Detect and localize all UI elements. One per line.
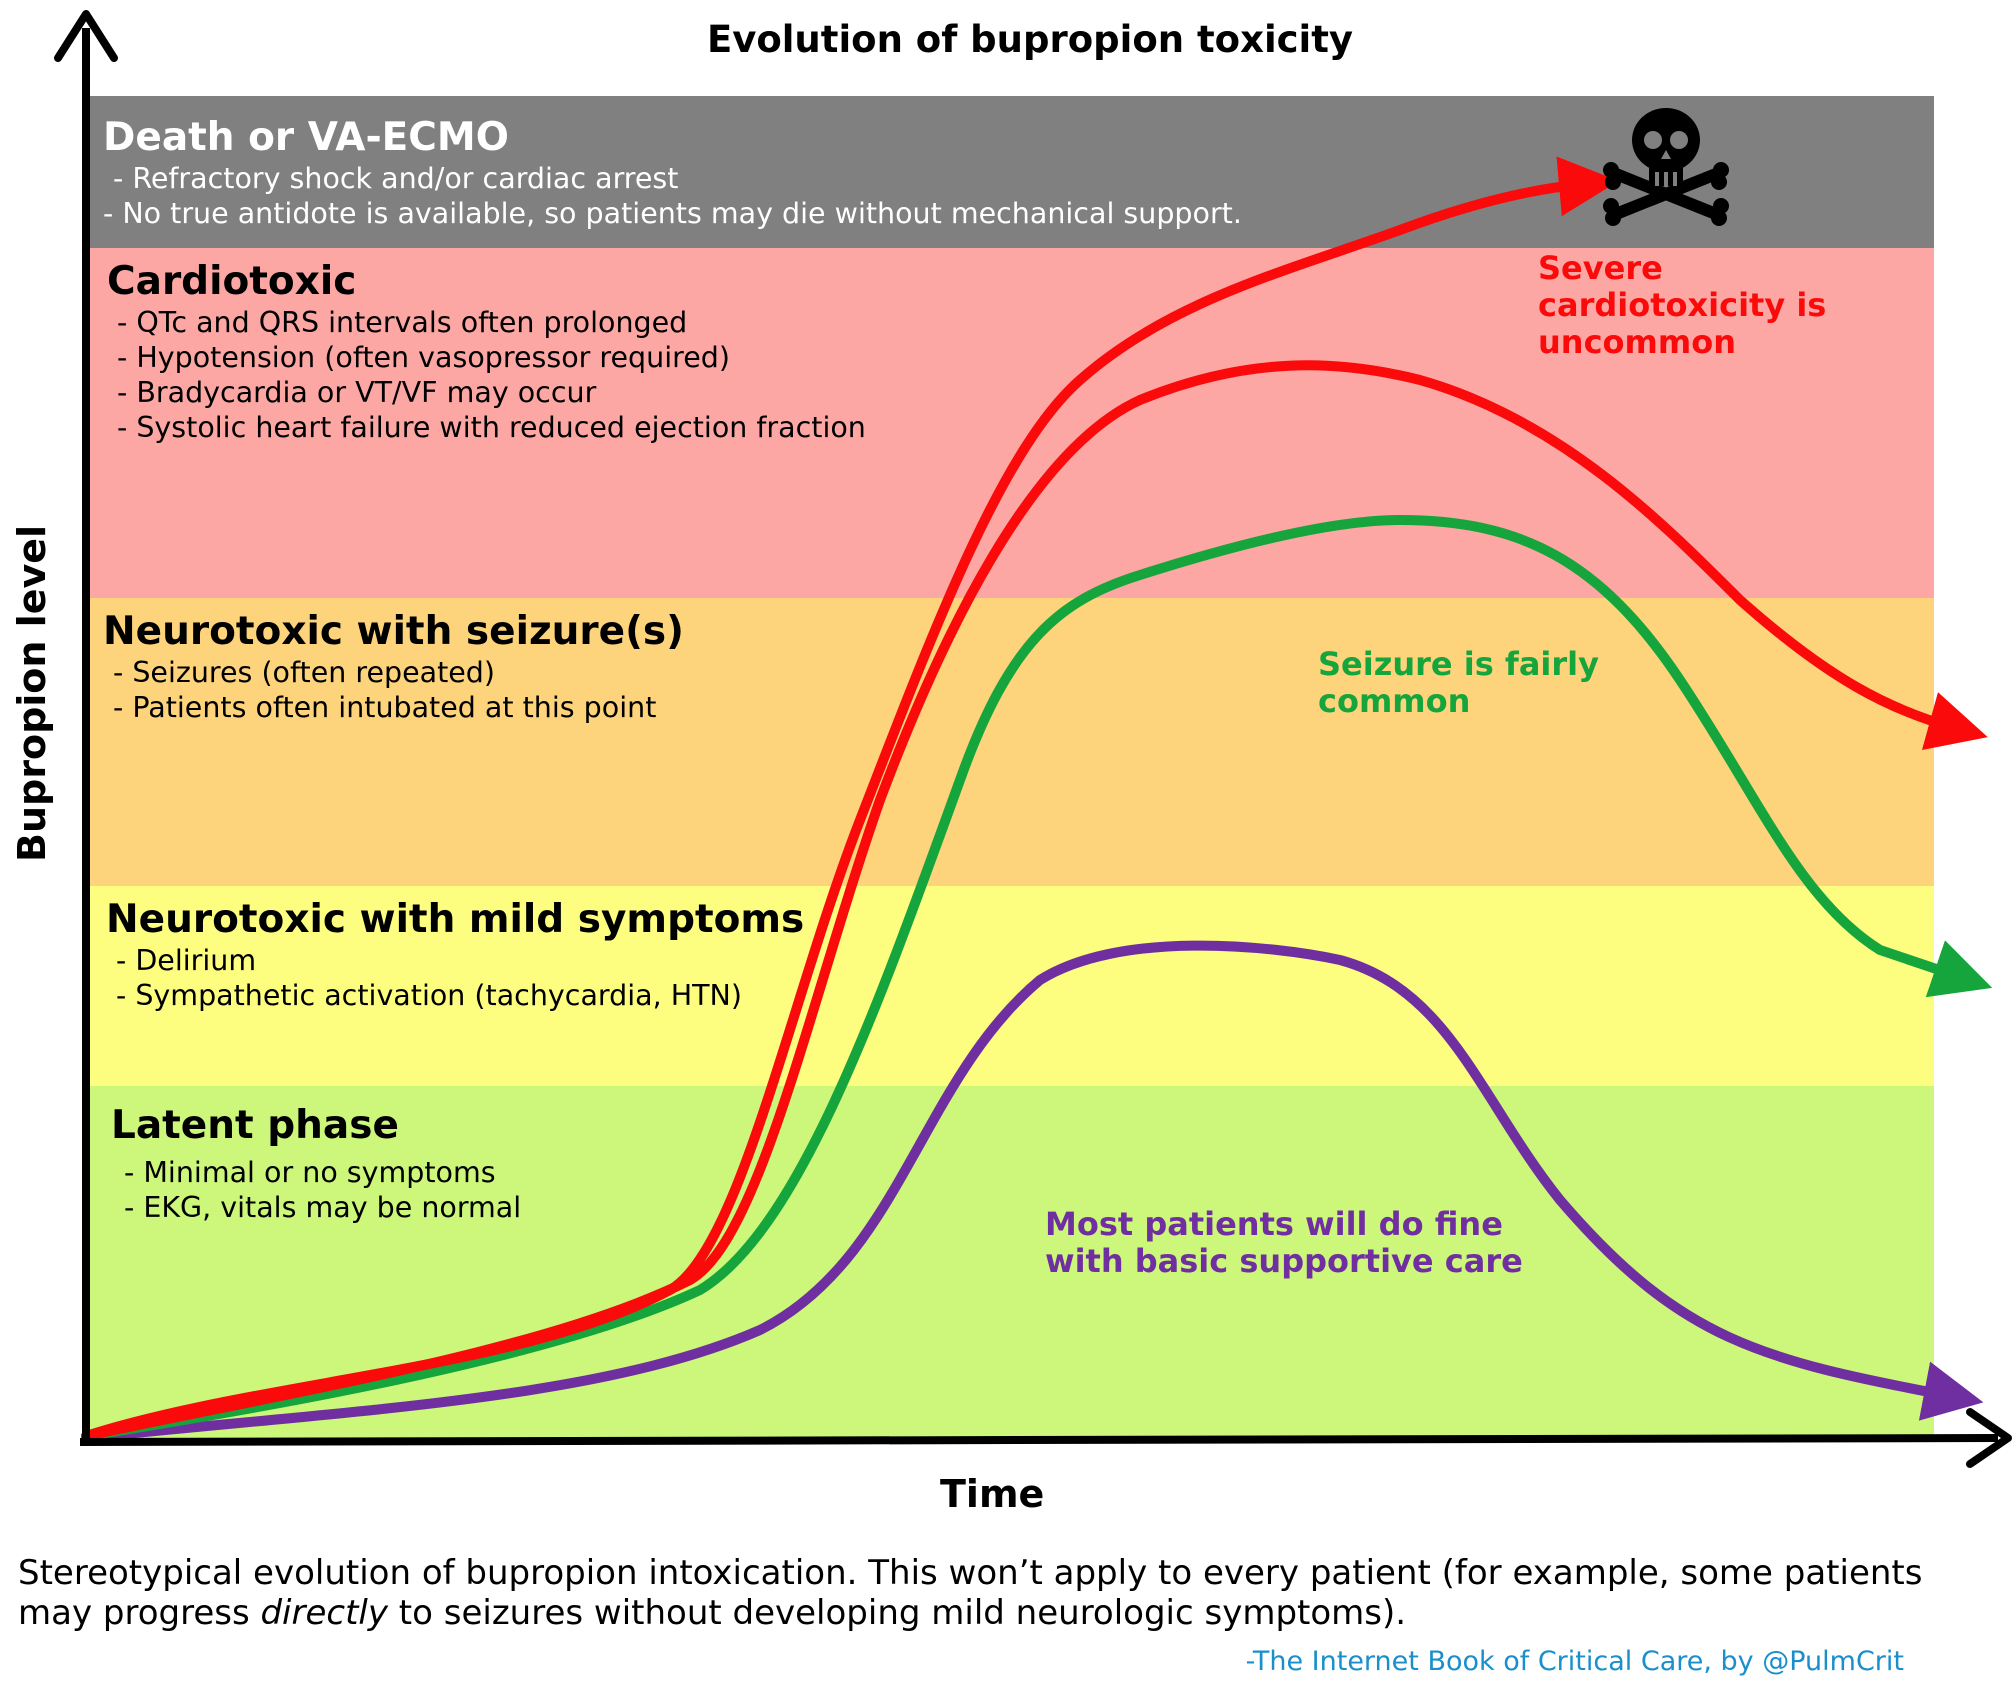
annotation-line: Severe bbox=[1538, 249, 1663, 287]
zone-title: Latent phase bbox=[111, 1103, 399, 1148]
zone-band-seizure bbox=[89, 598, 1934, 886]
x-axis-label: Time bbox=[940, 1472, 1045, 1516]
zone-bullet: - No true antidote is available, so pati… bbox=[103, 196, 1242, 230]
zone-title: Death or VA-ECMO bbox=[103, 115, 509, 160]
caption-text: to seizures without developing mild neur… bbox=[388, 1593, 1407, 1633]
zone-title: Neurotoxic with seizure(s) bbox=[103, 609, 684, 654]
zone-bullet: - EKG, vitals may be normal bbox=[124, 1190, 522, 1224]
x-axis bbox=[79, 1434, 1999, 1446]
annotation-line: Most patients will do fine bbox=[1045, 1205, 1503, 1243]
zone-death: Death or VA-ECMO - Refractory shock and/… bbox=[103, 115, 1242, 231]
annotation-mild: Most patients will do fine with basic su… bbox=[1045, 1206, 1523, 1280]
annotation-line: Seizure is fairly bbox=[1318, 645, 1599, 683]
zone-latent: Latent phase - Minimal or no symptoms - … bbox=[111, 1103, 522, 1225]
caption-emphasis: directly bbox=[260, 1593, 388, 1633]
zone-title: Cardiotoxic bbox=[107, 259, 357, 304]
zone-cardiotoxic: Cardiotoxic - QTc and QRS intervals ofte… bbox=[107, 259, 866, 445]
figure-caption: Stereotypical evolution of bupropion int… bbox=[18, 1553, 1978, 1633]
y-axis-label: Bupropion level bbox=[10, 524, 54, 862]
zone-bullet: - Seizures (often repeated) bbox=[113, 655, 495, 689]
skull-crossbones-icon bbox=[1603, 108, 1729, 226]
diagram-title: Evolution of bupropion toxicity bbox=[706, 18, 1354, 61]
zone-bullet: - Sympathetic activation (tachycardia, H… bbox=[116, 978, 742, 1012]
zone-bullet: - Systolic heart failure with reduced ej… bbox=[117, 410, 866, 444]
annotation-seizure: Seizure is fairly common bbox=[1318, 646, 1599, 720]
zone-band-cardiotoxic bbox=[89, 248, 1934, 598]
y-axis-arrowhead bbox=[54, 10, 118, 62]
zone-bullet: - Delirium bbox=[116, 943, 257, 977]
caption-text: Stereotypical evolution of bupropion int… bbox=[18, 1553, 1923, 1633]
annotation-line: with basic supportive care bbox=[1045, 1242, 1523, 1280]
curve-seizure-course bbox=[81, 514, 1993, 1441]
annotation-cardiotoxicity: Severe cardiotoxicity is uncommon bbox=[1538, 250, 1826, 361]
credit-line: -The Internet Book of Critical Care, by … bbox=[1245, 1646, 1904, 1677]
annotation-line: cardiotoxicity is bbox=[1538, 286, 1827, 324]
annotation-line: uncommon bbox=[1538, 323, 1736, 361]
zone-bullet: - Refractory shock and/or cardiac arrest bbox=[113, 161, 679, 195]
x-axis-arrowhead bbox=[1966, 1408, 2012, 1468]
zone-mild: Neurotoxic with mild symptoms - Delirium… bbox=[106, 897, 805, 1013]
zone-bullet: - QTc and QRS intervals often prolonged bbox=[117, 305, 688, 339]
curve-mild-course bbox=[81, 940, 1984, 1443]
zone-bullet: - Minimal or no symptoms bbox=[124, 1155, 496, 1189]
zone-bullet: - Patients often intubated at this point bbox=[113, 690, 657, 724]
zone-bullet: - Hypotension (often vasopressor require… bbox=[117, 340, 730, 374]
zone-title: Neurotoxic with mild symptoms bbox=[106, 897, 805, 942]
curve-death-course bbox=[81, 156, 1619, 1441]
zone-seizure: Neurotoxic with seizure(s) - Seizures (o… bbox=[103, 609, 684, 725]
zone-band-mild bbox=[89, 886, 1934, 1086]
annotation-line: common bbox=[1318, 682, 1471, 720]
zone-bullet: - Bradycardia or VT/VF may occur bbox=[117, 375, 597, 409]
